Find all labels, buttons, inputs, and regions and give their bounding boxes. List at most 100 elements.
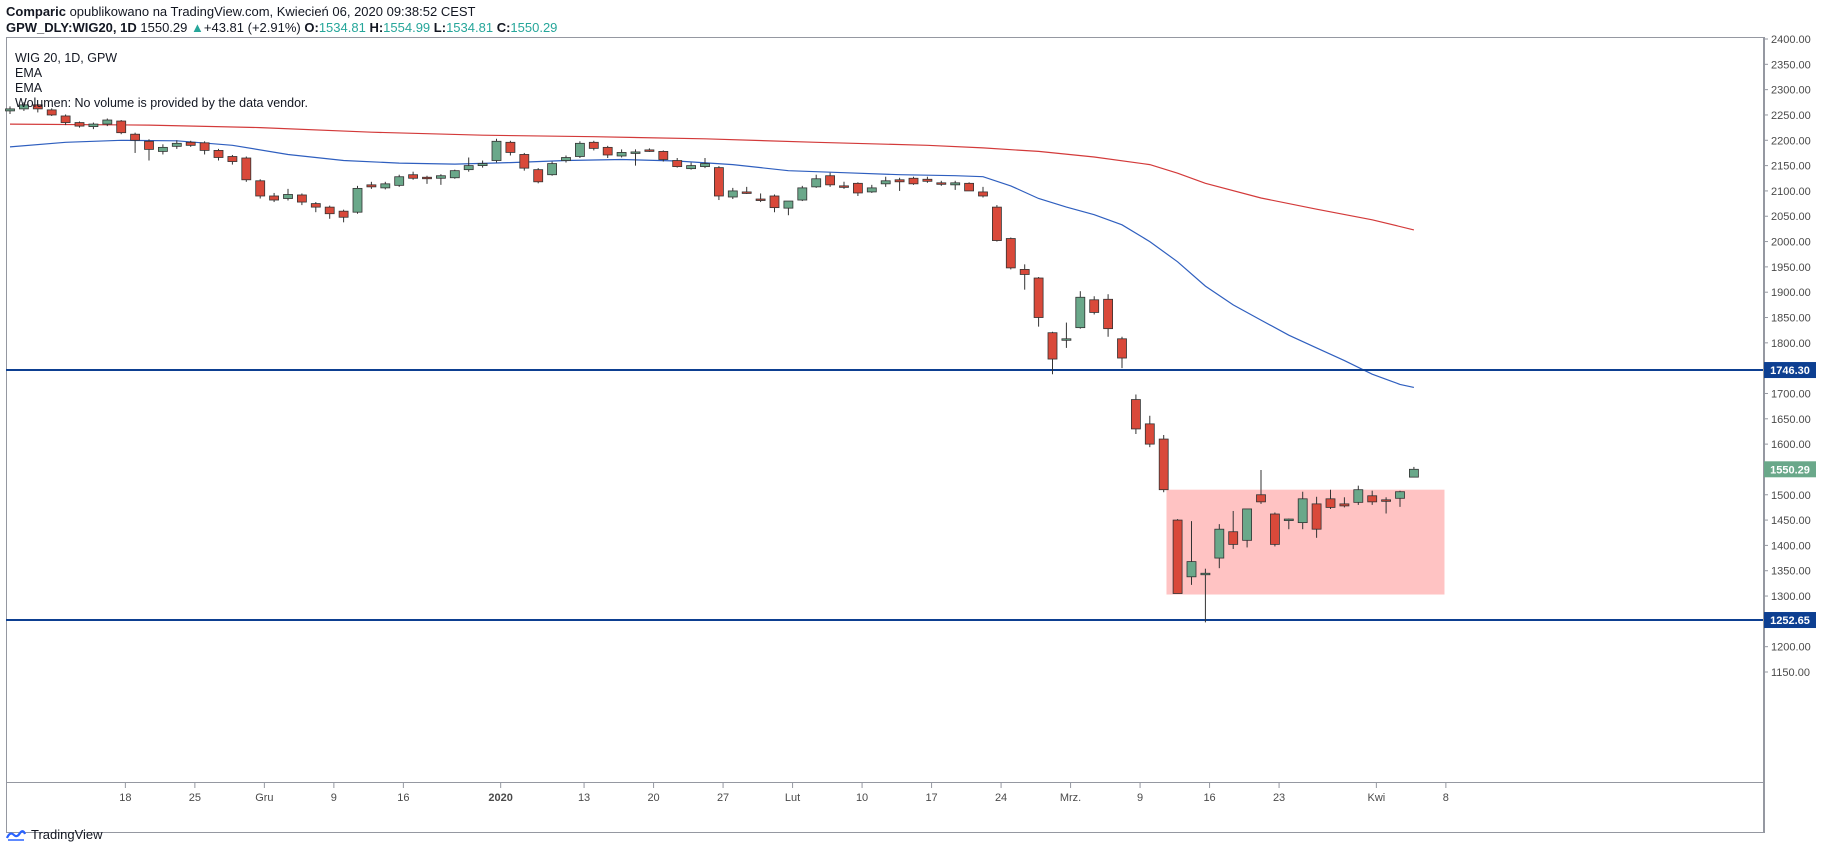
candle[interactable] (283, 194, 293, 199)
candle[interactable] (880, 180, 891, 185)
candle[interactable] (88, 123, 99, 128)
candle[interactable] (1158, 438, 1169, 491)
candle[interactable] (380, 183, 391, 189)
candle[interactable] (866, 187, 877, 193)
candle[interactable] (922, 178, 933, 182)
candle[interactable] (1381, 499, 1391, 502)
candle[interactable] (616, 152, 627, 157)
candle[interactable] (422, 176, 432, 180)
candle[interactable] (1172, 519, 1183, 594)
candle[interactable] (714, 167, 724, 197)
candle[interactable] (408, 174, 419, 179)
legend-title[interactable]: WIG 20, 1D, GPW (15, 51, 118, 65)
candle[interactable] (908, 177, 919, 185)
candle[interactable] (992, 206, 1002, 241)
candle[interactable] (1228, 531, 1239, 545)
candle[interactable] (1200, 572, 1211, 576)
footer-brand[interactable]: TradingView (31, 827, 103, 842)
candle[interactable] (1311, 503, 1322, 530)
candle[interactable] (964, 182, 974, 192)
candle[interactable] (46, 109, 57, 116)
candle[interactable] (1061, 338, 1072, 341)
candle[interactable] (185, 141, 196, 146)
candle[interactable] (199, 142, 210, 151)
candle[interactable] (60, 115, 71, 123)
candle[interactable] (1131, 399, 1141, 430)
candle[interactable] (575, 142, 585, 157)
candle[interactable] (32, 104, 43, 110)
candle[interactable] (116, 120, 127, 134)
candle[interactable] (700, 163, 710, 168)
candle[interactable] (352, 187, 363, 213)
candle[interactable] (144, 140, 154, 150)
candle[interactable] (839, 185, 849, 188)
candle[interactable] (686, 165, 696, 170)
ema-fast-line[interactable] (9, 139, 1415, 388)
candle[interactable] (505, 141, 516, 153)
candle[interactable] (1117, 338, 1127, 359)
candle[interactable] (477, 163, 488, 167)
candle[interactable] (950, 182, 961, 186)
candle[interactable] (894, 179, 905, 183)
candle[interactable] (741, 191, 752, 194)
candle[interactable] (978, 191, 988, 197)
candle[interactable] (547, 163, 557, 176)
candle[interactable] (1144, 423, 1155, 445)
candle[interactable] (588, 141, 599, 149)
candle[interactable] (171, 142, 182, 147)
author-name[interactable]: Comparic (6, 4, 66, 19)
candle[interactable] (366, 184, 377, 188)
candle[interactable] (1242, 508, 1252, 541)
candle[interactable] (519, 154, 530, 169)
candle[interactable] (1033, 277, 1044, 318)
candle[interactable] (672, 160, 683, 168)
candle[interactable] (394, 176, 405, 186)
candle[interactable] (296, 194, 307, 203)
candle[interactable] (1005, 238, 1016, 269)
candle[interactable] (936, 182, 947, 185)
legend-volume[interactable]: Wolumen: No volume is provided by the da… (15, 96, 308, 110)
candle[interactable] (1047, 332, 1058, 360)
candle[interactable] (338, 210, 349, 218)
candle[interactable] (310, 203, 321, 208)
candle[interactable] (1325, 498, 1336, 508)
candle[interactable] (630, 151, 641, 154)
candle[interactable] (130, 133, 141, 141)
candle[interactable] (1256, 494, 1266, 503)
candle[interactable] (533, 169, 544, 183)
candle[interactable] (5, 108, 15, 112)
candle[interactable] (435, 175, 446, 179)
candle[interactable] (825, 175, 835, 186)
candle[interactable] (1353, 489, 1364, 503)
candle[interactable] (1186, 561, 1197, 578)
candle[interactable] (241, 157, 252, 181)
candle[interactable] (1019, 269, 1030, 275)
candle[interactable] (1214, 528, 1225, 559)
candle[interactable] (74, 122, 85, 127)
candle[interactable] (1395, 491, 1405, 499)
candle[interactable] (1297, 498, 1308, 524)
candle[interactable] (1283, 518, 1294, 521)
candle[interactable] (644, 149, 655, 152)
candle[interactable] (602, 146, 613, 156)
candle[interactable] (755, 198, 766, 201)
legend-ema-2[interactable]: EMA (15, 81, 43, 95)
candle[interactable] (1103, 298, 1113, 330)
candle[interactable] (1270, 513, 1280, 545)
candle[interactable] (227, 156, 238, 162)
candle[interactable] (783, 200, 794, 209)
candle[interactable] (255, 180, 266, 197)
candle[interactable] (769, 195, 780, 209)
candle[interactable] (463, 165, 474, 171)
candle[interactable] (18, 104, 29, 110)
candle[interactable] (853, 182, 863, 194)
candle[interactable] (102, 119, 113, 125)
legend-ema-1[interactable]: EMA (15, 66, 43, 80)
candle[interactable] (1089, 299, 1100, 313)
candle[interactable] (491, 140, 502, 161)
candle[interactable] (727, 190, 738, 198)
candle[interactable] (1409, 468, 1419, 478)
candle[interactable] (561, 157, 571, 161)
candle[interactable] (449, 170, 460, 179)
